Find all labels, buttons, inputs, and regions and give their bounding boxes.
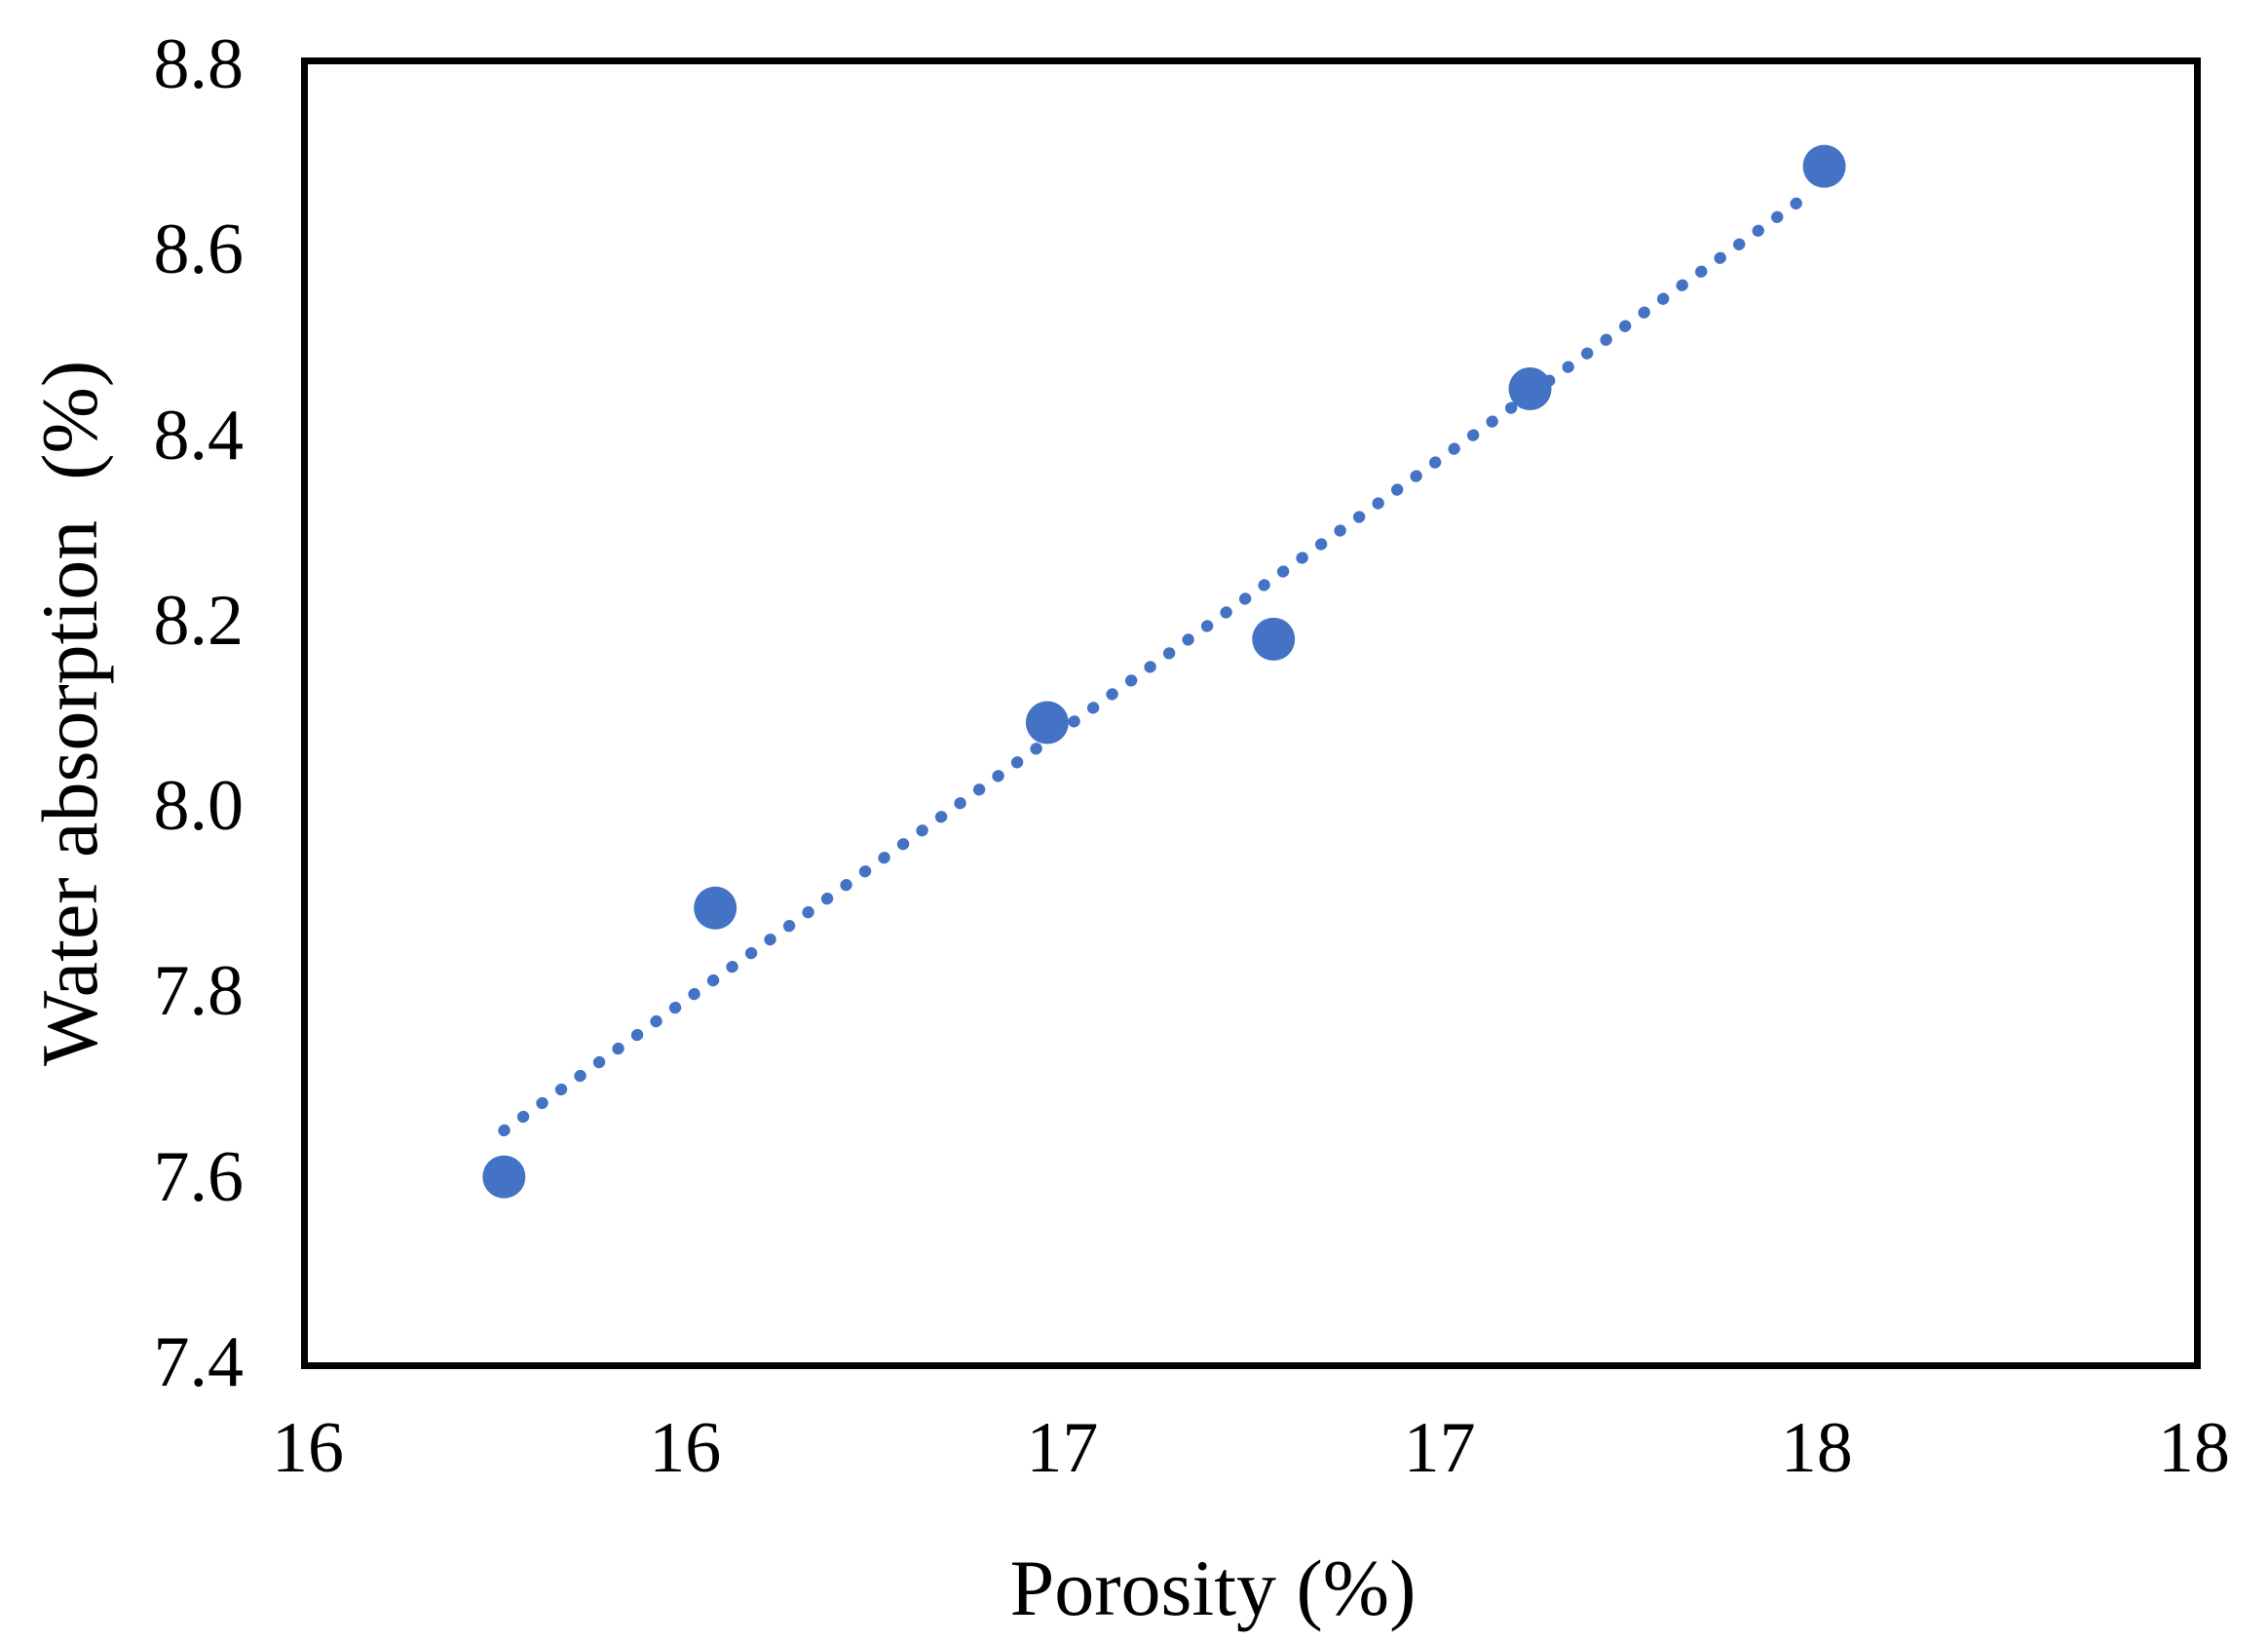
x-tick-label: 17	[1026, 1408, 1099, 1488]
y-tick-label: 8.8	[153, 24, 245, 104]
data-point	[1802, 144, 1846, 188]
y-tick-label: 8.4	[153, 395, 245, 476]
y-tick-label: 8.2	[153, 580, 245, 661]
y-tick-label: 8.0	[153, 766, 245, 847]
x-tick-label: 18	[2158, 1408, 2230, 1488]
scatter-points	[482, 144, 1846, 1199]
y-tick-label: 7.4	[153, 1322, 245, 1402]
data-point	[694, 886, 737, 930]
y-tick-label: 7.8	[153, 951, 245, 1032]
x-tick-label: 17	[1403, 1408, 1476, 1488]
x-tick-label: 18	[1780, 1408, 1853, 1488]
x-axis-title: Porosity (%)	[1009, 1544, 1417, 1632]
y-tick-label: 7.6	[153, 1136, 245, 1217]
data-point	[482, 1155, 526, 1199]
y-tick-label: 8.6	[153, 210, 245, 290]
x-tick-label: 16	[272, 1408, 344, 1488]
trendline-dotted	[498, 188, 1816, 1137]
plot-area-border	[301, 57, 2201, 1369]
data-point	[1025, 701, 1069, 744]
data-point	[1252, 617, 1296, 661]
x-tick-label: 16	[649, 1408, 722, 1488]
data-point	[1508, 367, 1552, 410]
